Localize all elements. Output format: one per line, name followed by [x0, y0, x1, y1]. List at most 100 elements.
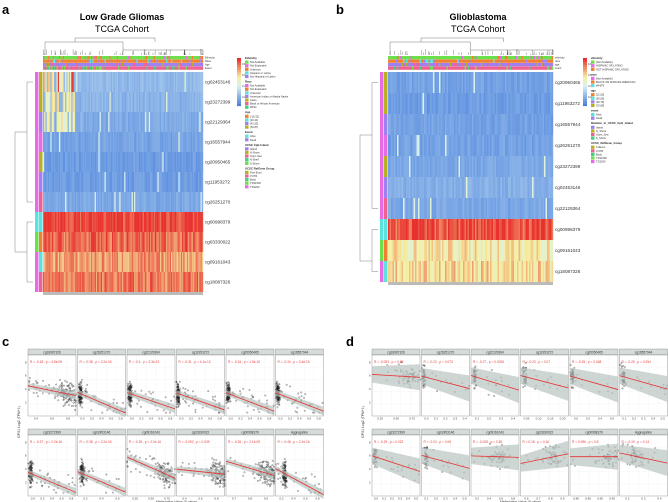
heatmap-cell: [401, 93, 404, 114]
heatmap-cell: [415, 240, 417, 261]
heatmap-cell: [164, 232, 167, 252]
annotation-cell: [183, 63, 185, 67]
heatmap-cell: [521, 177, 524, 198]
data-point: [42, 380, 44, 382]
annotation-cell: [107, 59, 109, 63]
heatmap-cell: [434, 177, 437, 198]
heatmap-cell: [502, 240, 504, 261]
heatmap-cell: [455, 198, 458, 219]
heatmap-cell: [169, 272, 172, 292]
annotation-cell: [511, 66, 513, 70]
heatmap-cell: [394, 93, 396, 114]
annotation-cell: [145, 56, 147, 60]
heatmap-cell: [51, 172, 54, 192]
heatmap-cell: [184, 92, 186, 112]
heatmap-cell: [511, 240, 513, 261]
heatmap-cell: [70, 152, 72, 172]
annotation-cell: [147, 59, 150, 63]
annotation-cell: [175, 66, 178, 70]
heatmap-cell: [68, 212, 71, 232]
annotation-cell: [475, 59, 477, 63]
annotation-cell: [151, 66, 153, 70]
row-annotation-cpg: [380, 219, 384, 240]
annotation-cell: [131, 59, 134, 63]
annotation-cell: [491, 63, 494, 67]
annotation-cell: [140, 56, 142, 60]
data-point: [127, 401, 130, 404]
annotation-cell: [526, 66, 528, 70]
annotation-cell: [469, 63, 471, 67]
heatmap-cell: [56, 172, 58, 192]
heatmap-cell: [469, 198, 471, 219]
annotation-cell: [502, 59, 504, 63]
data-point: [80, 384, 83, 387]
row-annotation-refgene: [39, 152, 43, 172]
annotation-cell: [164, 63, 167, 67]
heatmap-cell: [421, 135, 423, 156]
heatmap-cell: [125, 272, 127, 292]
heatmap-cell: [499, 114, 501, 135]
heatmap-cell: [55, 252, 57, 272]
legend-swatch: [591, 125, 595, 129]
heatmap-cell: [166, 132, 168, 152]
annotation-cell: [173, 56, 175, 60]
annotation-cell: [63, 59, 66, 63]
data-point: [79, 383, 82, 386]
heatmap-cell: [162, 152, 164, 172]
heatmap-cell: [449, 261, 452, 282]
heatmap-cell: [506, 72, 509, 93]
heatmap-cell: [454, 93, 456, 114]
heatmap-cell: [488, 156, 491, 177]
heatmap-cell: [45, 212, 47, 232]
heatmap-cell: [509, 177, 512, 198]
heatmap-cell: [148, 252, 151, 272]
heatmap-cell: [59, 112, 61, 132]
heatmap-cell: [517, 198, 519, 219]
heatmap-cell: [166, 72, 168, 92]
heatmap-cell: [551, 135, 554, 156]
annotation-cell: [99, 63, 102, 67]
heatmap-cell: [179, 192, 182, 212]
heatmap-cell: [71, 112, 73, 132]
heatmap-cell: [469, 135, 471, 156]
heatmap-cell: [98, 152, 100, 172]
heatmap-cell: [199, 112, 201, 132]
heatmap-b: ethnicityraceageeventcg20950465cg1195327…: [359, 37, 635, 285]
heatmap-cell: [517, 135, 519, 156]
annotation-cell: [125, 66, 127, 70]
annotation-cell: [475, 56, 477, 60]
data-point: [229, 400, 232, 403]
heatmap-cell: [428, 72, 431, 93]
heatmap-cell: [409, 93, 411, 114]
annotation-cell: [59, 63, 61, 67]
heatmap-cell: [108, 252, 110, 272]
heatmap-cell: [455, 93, 458, 114]
heatmap-cell: [43, 272, 45, 292]
annotation-cell: [412, 63, 414, 67]
heatmap-cell: [43, 72, 45, 92]
annotation-cell: [81, 56, 83, 60]
heatmap-cell: [56, 252, 58, 272]
data-point: [69, 388, 71, 390]
annotation-cell: [190, 63, 193, 67]
heatmap-cell: [86, 152, 88, 172]
heatmap-cell: [551, 240, 554, 261]
heatmap-cell: [428, 135, 431, 156]
heatmap-cell: [169, 112, 172, 132]
heatmap-cell: [164, 72, 167, 92]
annotation-cell: [78, 56, 81, 60]
annotation-cell: [129, 66, 131, 70]
heatmap-cell: [428, 93, 431, 114]
heatmap-cell: [121, 152, 124, 172]
annotation-cell: [470, 59, 473, 63]
heatmap-cell: [434, 93, 437, 114]
heatmap-cell: [509, 198, 512, 219]
annotation-cell: [481, 56, 483, 60]
heatmap-cell: [521, 261, 524, 282]
heatmap-cell: [136, 172, 138, 192]
heatmap-cell: [151, 132, 153, 152]
annotation-cell: [158, 63, 161, 67]
heatmap-cell: [542, 177, 545, 198]
heatmap-cell: [84, 252, 87, 272]
